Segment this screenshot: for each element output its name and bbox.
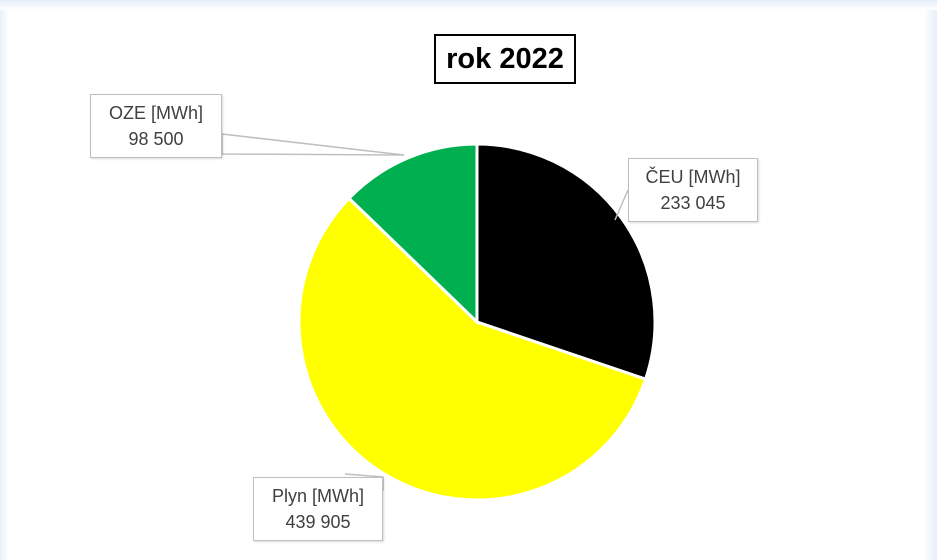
data-label-plyn: Plyn [MWh] 439 905 — [253, 477, 383, 541]
data-label-oze: OZE [MWh] 98 500 — [90, 94, 222, 158]
pie-slice-oze — [346, 142, 479, 326]
leader-line-oze-upper — [221, 133, 405, 156]
leader-line-ceu — [614, 189, 629, 221]
pie-slice-plyn — [297, 196, 648, 502]
data-label-oze-name: OZE [MWh] — [109, 103, 203, 123]
data-label-ceu-name: ČEU [MWh] — [645, 167, 741, 187]
leader-line-plyn — [344, 473, 384, 491]
data-label-ceu: ČEU [MWh] 233 045 — [628, 158, 758, 222]
data-label-plyn-name: Plyn [MWh] — [271, 486, 364, 506]
top-band — [0, 0, 937, 10]
data-label-ceu-value: 233 045 — [660, 193, 726, 213]
data-label-plyn-value: 439 905 — [285, 512, 351, 532]
data-label-oze-value: 98 500 — [128, 129, 184, 149]
pie-slice-ceu — [475, 142, 657, 382]
leader-line-oze — [221, 134, 405, 156]
chart-title: rok 2022 — [434, 34, 576, 84]
